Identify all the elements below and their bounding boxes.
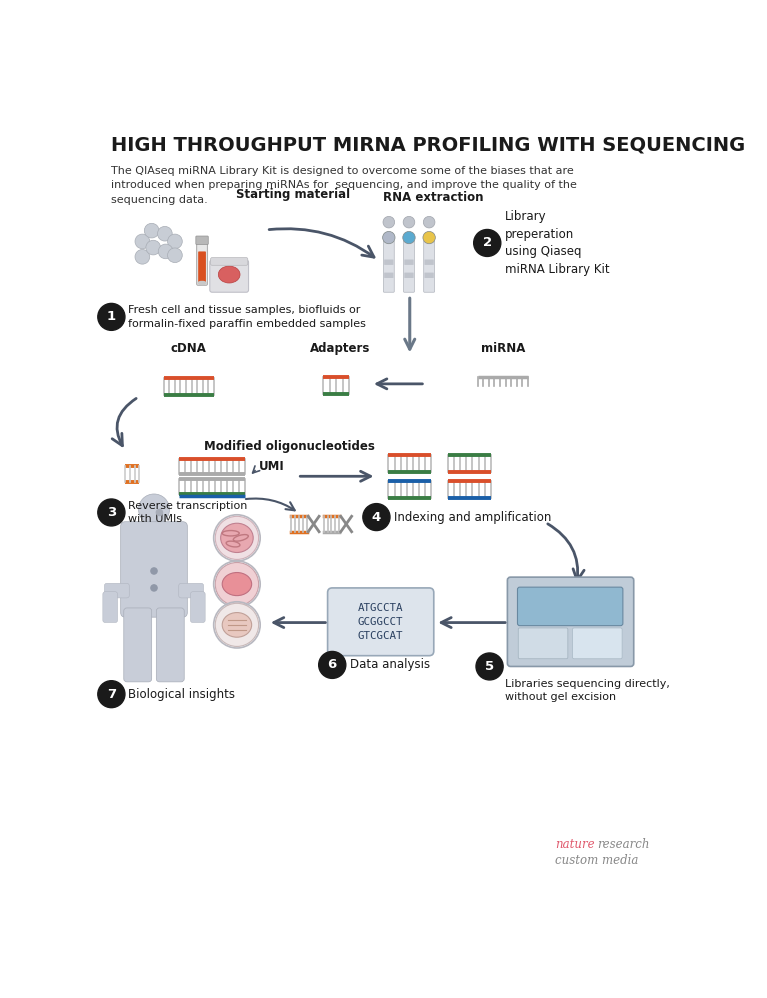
- Text: RNA extraction: RNA extraction: [383, 192, 483, 205]
- Text: 3: 3: [107, 506, 116, 519]
- Circle shape: [167, 248, 183, 262]
- Text: miRNA: miRNA: [481, 342, 525, 355]
- Circle shape: [476, 653, 503, 680]
- Text: Reverse transcription
with UMIs: Reverse transcription with UMIs: [128, 501, 248, 524]
- FancyBboxPatch shape: [518, 587, 623, 626]
- Text: 2: 2: [482, 237, 492, 250]
- Circle shape: [156, 509, 163, 516]
- Circle shape: [403, 217, 415, 228]
- FancyBboxPatch shape: [404, 259, 413, 264]
- Text: Modified oligonucleotides: Modified oligonucleotides: [204, 440, 375, 453]
- Circle shape: [318, 652, 346, 679]
- Circle shape: [403, 232, 415, 244]
- Circle shape: [151, 585, 157, 591]
- Text: nature: nature: [555, 838, 594, 851]
- FancyBboxPatch shape: [518, 628, 568, 659]
- FancyBboxPatch shape: [384, 259, 393, 264]
- Text: 5: 5: [485, 660, 494, 673]
- FancyBboxPatch shape: [156, 608, 184, 682]
- Circle shape: [158, 245, 173, 258]
- Circle shape: [151, 568, 157, 574]
- Circle shape: [98, 499, 125, 526]
- Circle shape: [167, 235, 183, 249]
- Circle shape: [363, 504, 390, 531]
- FancyBboxPatch shape: [120, 522, 187, 617]
- Ellipse shape: [198, 281, 206, 284]
- FancyBboxPatch shape: [424, 272, 434, 278]
- FancyBboxPatch shape: [148, 519, 160, 529]
- Circle shape: [98, 681, 125, 708]
- Text: Library
preperation
using Qiaseq
miRNA Library Kit: Library preperation using Qiaseq miRNA L…: [505, 211, 610, 275]
- FancyBboxPatch shape: [103, 592, 117, 623]
- Circle shape: [146, 241, 160, 254]
- Circle shape: [157, 227, 173, 242]
- Text: Biological insights: Biological insights: [128, 688, 235, 701]
- Circle shape: [383, 232, 395, 244]
- Text: The QIAseq miRNA Library Kit is designed to overcome some of the biases that are: The QIAseq miRNA Library Kit is designed…: [111, 166, 578, 205]
- Circle shape: [474, 230, 501, 256]
- Circle shape: [135, 235, 150, 249]
- FancyBboxPatch shape: [211, 257, 248, 265]
- Text: Starting material: Starting material: [236, 189, 351, 202]
- FancyBboxPatch shape: [424, 259, 434, 264]
- Text: UMI: UMI: [258, 460, 285, 473]
- Ellipse shape: [219, 266, 240, 283]
- Circle shape: [98, 303, 125, 330]
- Text: custom media: custom media: [555, 853, 638, 866]
- Text: Indexing and amplification: Indexing and amplification: [394, 511, 551, 524]
- Circle shape: [216, 604, 258, 647]
- Text: 6: 6: [328, 659, 337, 672]
- FancyBboxPatch shape: [508, 577, 634, 667]
- FancyBboxPatch shape: [123, 608, 152, 682]
- Text: ATGCCTA
GCGGCCT
GTCGCAT: ATGCCTA GCGGCCT GTCGCAT: [358, 603, 403, 641]
- Circle shape: [216, 563, 258, 606]
- FancyBboxPatch shape: [104, 583, 129, 598]
- Text: Fresh cell and tissue samples, biofluids or
formalin-fixed paraffin embedded sam: Fresh cell and tissue samples, biofluids…: [128, 305, 367, 328]
- FancyBboxPatch shape: [328, 588, 434, 656]
- FancyBboxPatch shape: [179, 583, 203, 598]
- Circle shape: [144, 224, 159, 238]
- FancyBboxPatch shape: [404, 272, 413, 278]
- Text: cDNA: cDNA: [171, 342, 207, 355]
- FancyBboxPatch shape: [384, 272, 393, 278]
- FancyBboxPatch shape: [198, 251, 206, 283]
- Circle shape: [135, 250, 150, 264]
- Text: 7: 7: [107, 688, 116, 701]
- Ellipse shape: [222, 613, 252, 637]
- FancyBboxPatch shape: [190, 592, 205, 623]
- Text: 4: 4: [372, 511, 381, 524]
- FancyBboxPatch shape: [196, 240, 208, 285]
- Circle shape: [139, 494, 170, 525]
- Text: 1: 1: [107, 310, 116, 323]
- Text: HIGH THROUGHPUT MIRNA PROFILING WITH SEQUENCING: HIGH THROUGHPUT MIRNA PROFILING WITH SEQ…: [111, 135, 746, 154]
- FancyBboxPatch shape: [210, 259, 249, 292]
- Ellipse shape: [221, 523, 253, 553]
- FancyBboxPatch shape: [384, 241, 394, 292]
- Text: research: research: [597, 838, 650, 851]
- Text: Adapters: Adapters: [310, 342, 370, 355]
- Circle shape: [216, 516, 258, 560]
- Circle shape: [383, 217, 395, 228]
- FancyBboxPatch shape: [403, 241, 414, 292]
- Text: Data analysis: Data analysis: [350, 659, 430, 672]
- Text: Libraries sequencing directly,
without gel excision: Libraries sequencing directly, without g…: [505, 679, 670, 703]
- Circle shape: [423, 232, 436, 244]
- FancyBboxPatch shape: [196, 237, 209, 245]
- FancyBboxPatch shape: [423, 241, 435, 292]
- Circle shape: [423, 217, 435, 228]
- Ellipse shape: [222, 573, 252, 596]
- FancyBboxPatch shape: [572, 628, 622, 659]
